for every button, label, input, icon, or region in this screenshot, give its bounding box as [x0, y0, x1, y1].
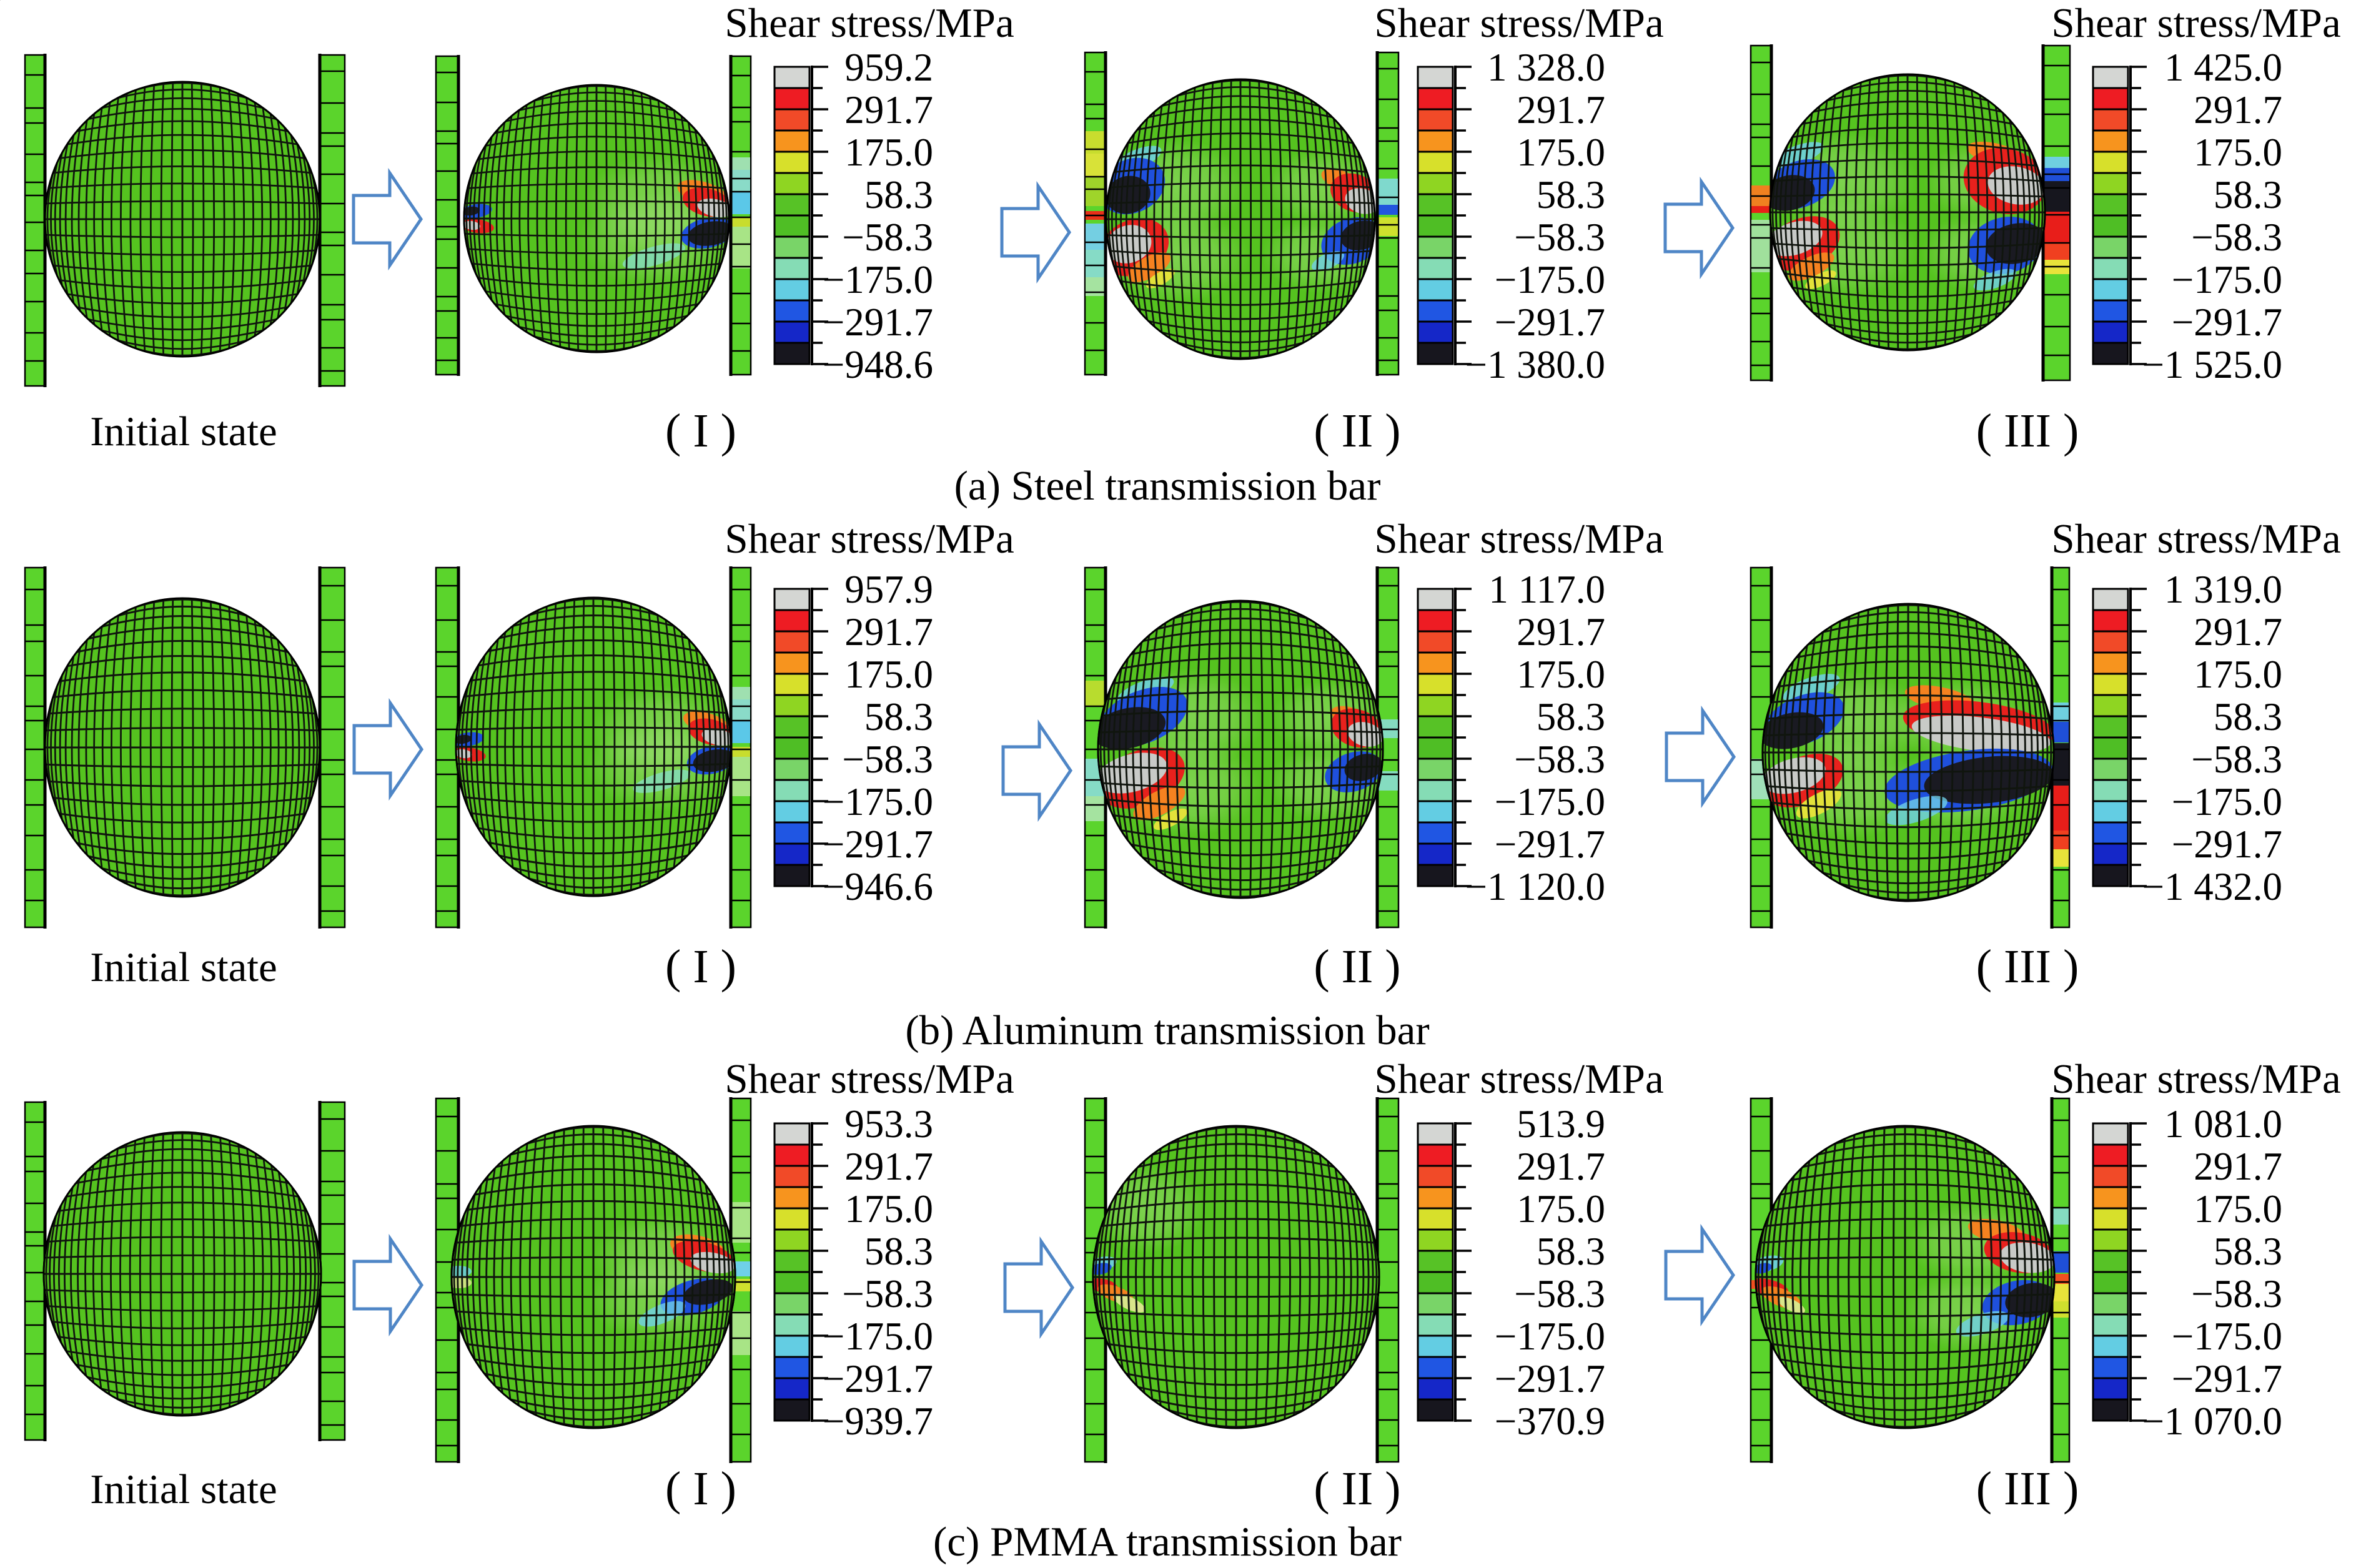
svg-text:58.3: 58.3 [1537, 173, 1605, 217]
svg-text:58.3: 58.3 [1537, 1230, 1605, 1273]
svg-text:−291.7: −291.7 [2172, 822, 2282, 866]
svg-text:(b) Aluminum transmission bar: (b) Aluminum transmission bar [905, 1007, 1429, 1053]
svg-text:175.0: 175.0 [844, 131, 933, 174]
svg-text:175.0: 175.0 [2194, 653, 2282, 696]
svg-text:−1 380.0: −1 380.0 [1465, 343, 1605, 387]
svg-text:Initial state: Initial state [90, 944, 277, 990]
svg-text:291.7: 291.7 [844, 610, 933, 654]
svg-text:−175.0: −175.0 [2172, 1314, 2282, 1358]
svg-text:−58.3: −58.3 [842, 737, 933, 781]
svg-text:−291.7: −291.7 [823, 822, 933, 866]
svg-text:Shear stress/MPa: Shear stress/MPa [725, 1056, 1014, 1102]
svg-text:959.2: 959.2 [844, 46, 933, 89]
svg-text:175.0: 175.0 [844, 653, 933, 696]
svg-text:291.7: 291.7 [844, 1145, 933, 1188]
svg-text:175.0: 175.0 [1517, 653, 1605, 696]
svg-text:−291.7: −291.7 [2172, 1357, 2282, 1401]
svg-text:953.3: 953.3 [844, 1102, 933, 1146]
svg-text:58.3: 58.3 [2214, 173, 2282, 217]
svg-text:−291.7: −291.7 [823, 1357, 933, 1401]
svg-text:291.7: 291.7 [1517, 1145, 1605, 1188]
svg-text:−939.7: −939.7 [823, 1399, 933, 1443]
svg-text:175.0: 175.0 [2194, 131, 2282, 174]
svg-text:Shear stress/MPa: Shear stress/MPa [725, 516, 1014, 562]
svg-text:1 319.0: 1 319.0 [2164, 568, 2282, 611]
svg-text:(c) PMMA transmission bar: (c) PMMA transmission bar [933, 1519, 1402, 1565]
svg-text:1 425.0: 1 425.0 [2164, 46, 2282, 89]
svg-text:−1 070.0: −1 070.0 [2142, 1399, 2282, 1443]
svg-text:−1 432.0: −1 432.0 [2142, 865, 2282, 909]
svg-text:175.0: 175.0 [844, 1187, 933, 1231]
svg-text:58.3: 58.3 [1537, 695, 1605, 739]
svg-text:( III ): ( III ) [1976, 405, 2079, 457]
svg-text:−175.0: −175.0 [823, 780, 933, 824]
svg-text:Shear stress/MPa: Shear stress/MPa [2051, 516, 2340, 562]
svg-text:−58.3: −58.3 [2191, 215, 2282, 259]
svg-text:175.0: 175.0 [1517, 131, 1605, 174]
svg-text:291.7: 291.7 [2194, 1145, 2282, 1188]
svg-text:−175.0: −175.0 [823, 258, 933, 302]
svg-text:−58.3: −58.3 [2191, 1272, 2282, 1316]
svg-text:−58.3: −58.3 [2191, 737, 2282, 781]
svg-text:( I ): ( I ) [665, 1462, 736, 1515]
svg-text:−175.0: −175.0 [2172, 258, 2282, 302]
svg-text:291.7: 291.7 [2194, 88, 2282, 132]
svg-text:Shear stress/MPa: Shear stress/MPa [2051, 0, 2340, 46]
svg-text:−948.6: −948.6 [823, 343, 933, 387]
svg-text:−291.7: −291.7 [1495, 1357, 1605, 1401]
svg-text:58.3: 58.3 [864, 1230, 933, 1273]
svg-text:( II ): ( II ) [1314, 405, 1400, 457]
svg-text:−1 525.0: −1 525.0 [2142, 343, 2282, 387]
svg-text:Shear stress/MPa: Shear stress/MPa [1374, 1056, 1663, 1102]
svg-text:( II ): ( II ) [1314, 940, 1400, 993]
svg-text:Shear stress/MPa: Shear stress/MPa [1374, 0, 1663, 46]
svg-text:−175.0: −175.0 [823, 1314, 933, 1358]
svg-text:−175.0: −175.0 [1495, 1314, 1605, 1358]
svg-text:−58.3: −58.3 [1514, 215, 1605, 259]
svg-text:−175.0: −175.0 [2172, 780, 2282, 824]
svg-text:513.9: 513.9 [1517, 1102, 1605, 1146]
svg-text:58.3: 58.3 [864, 173, 933, 217]
svg-text:−175.0: −175.0 [1495, 258, 1605, 302]
svg-text:Shear stress/MPa: Shear stress/MPa [725, 0, 1014, 46]
svg-text:( II ): ( II ) [1314, 1462, 1400, 1515]
svg-text:−946.6: −946.6 [823, 865, 933, 909]
svg-text:291.7: 291.7 [1517, 88, 1605, 132]
svg-text:291.7: 291.7 [844, 88, 933, 132]
svg-text:Shear stress/MPa: Shear stress/MPa [1374, 516, 1663, 562]
svg-text:( III ): ( III ) [1976, 940, 2079, 993]
svg-text:−58.3: −58.3 [1514, 1272, 1605, 1316]
svg-text:291.7: 291.7 [1517, 610, 1605, 654]
svg-text:175.0: 175.0 [1517, 1187, 1605, 1231]
svg-text:−291.7: −291.7 [823, 300, 933, 344]
svg-text:1 328.0: 1 328.0 [1487, 46, 1605, 89]
svg-text:−291.7: −291.7 [2172, 300, 2282, 344]
svg-text:1 081.0: 1 081.0 [2164, 1102, 2282, 1146]
svg-text:175.0: 175.0 [2194, 1187, 2282, 1231]
svg-text:−175.0: −175.0 [1495, 780, 1605, 824]
svg-text:58.3: 58.3 [2214, 695, 2282, 739]
svg-text:291.7: 291.7 [2194, 610, 2282, 654]
svg-text:58.3: 58.3 [864, 695, 933, 739]
svg-text:−58.3: −58.3 [1514, 737, 1605, 781]
svg-text:−1 120.0: −1 120.0 [1465, 865, 1605, 909]
svg-text:Initial state: Initial state [90, 408, 277, 455]
svg-text:( III ): ( III ) [1976, 1462, 2079, 1515]
svg-text:(a) Steel transmission bar: (a) Steel transmission bar [954, 463, 1381, 509]
svg-text:−58.3: −58.3 [842, 1272, 933, 1316]
svg-text:( I ): ( I ) [665, 940, 736, 993]
svg-text:1 117.0: 1 117.0 [1488, 568, 1605, 611]
svg-text:58.3: 58.3 [2214, 1230, 2282, 1273]
svg-text:Shear stress/MPa: Shear stress/MPa [2051, 1056, 2340, 1102]
svg-text:−58.3: −58.3 [842, 215, 933, 259]
svg-text:−291.7: −291.7 [1495, 300, 1605, 344]
svg-text:−370.9: −370.9 [1495, 1399, 1605, 1443]
svg-text:Initial state: Initial state [90, 1466, 277, 1512]
svg-text:( I ): ( I ) [665, 405, 736, 457]
svg-text:−291.7: −291.7 [1495, 822, 1605, 866]
svg-text:957.9: 957.9 [844, 568, 933, 611]
